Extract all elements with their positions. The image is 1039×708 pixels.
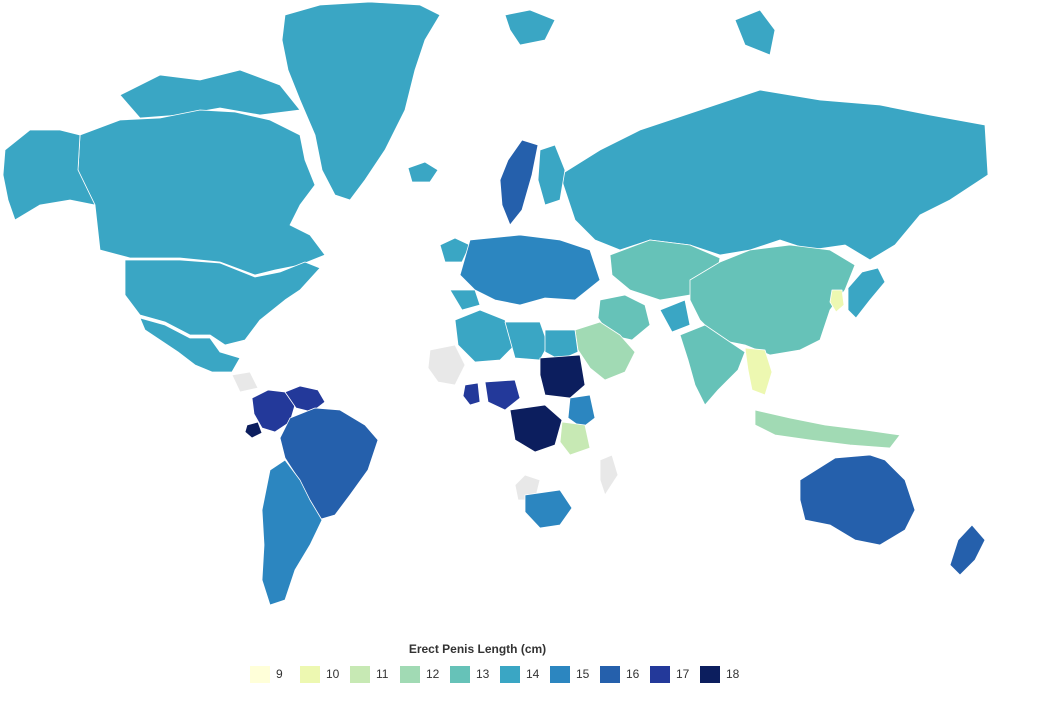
country-sudan[interactable]	[539, 354, 586, 399]
land-region	[119, 69, 301, 119]
land-region	[449, 289, 481, 311]
country-venezuela[interactable]	[284, 385, 326, 413]
country-tanzania[interactable]	[559, 421, 591, 456]
land-region	[599, 454, 619, 496]
country-south-korea[interactable]	[829, 289, 845, 313]
country-ghana[interactable]	[462, 382, 481, 406]
legend-swatch	[600, 665, 620, 683]
country-kenya[interactable]	[567, 394, 596, 429]
country-south-africa[interactable]	[524, 489, 573, 529]
country-ecuador[interactable]	[244, 421, 263, 439]
land-region	[734, 9, 776, 56]
legend-label: 15	[576, 667, 590, 681]
country-finland[interactable]	[537, 144, 566, 206]
legend-swatch	[250, 665, 270, 683]
legend-label: 12	[426, 667, 440, 681]
legend-item-18[interactable]: 18	[700, 665, 740, 683]
world-map	[2, 1, 989, 606]
country-india[interactable]	[679, 324, 746, 406]
legend-swatch	[400, 665, 420, 683]
legend-swatch	[500, 665, 520, 683]
land-region	[459, 234, 601, 306]
country-libya[interactable]	[504, 321, 549, 361]
legend-title: Erect Penis Length (cm)	[408, 642, 547, 656]
legend-swatch	[350, 665, 370, 683]
country-indonesia[interactable]	[754, 409, 901, 449]
country-cameroon[interactable]	[484, 379, 521, 411]
country-canada[interactable]	[77, 109, 326, 276]
land-region	[504, 9, 556, 46]
legend-label: 17	[676, 667, 690, 681]
land-region	[427, 344, 466, 386]
legend-label: 14	[526, 667, 540, 681]
legend-item-17[interactable]: 17	[650, 665, 690, 683]
legend-item-9[interactable]: 9	[250, 665, 290, 683]
country-japan[interactable]	[847, 267, 886, 319]
country-australia[interactable]	[799, 454, 916, 546]
legend-swatch	[300, 665, 320, 683]
legend-label: 18	[726, 667, 740, 681]
legend-swatch	[700, 665, 720, 683]
country-greenland[interactable]	[281, 1, 441, 201]
legend-item-15[interactable]: 15	[550, 665, 590, 683]
country-thailand[interactable]	[744, 347, 773, 396]
legend-label: 11	[376, 667, 389, 681]
country-iceland[interactable]	[407, 161, 439, 183]
country-united-states[interactable]	[124, 259, 321, 346]
legend-swatch	[450, 665, 470, 683]
map-legend: Erect Penis Length (cm) 9 10 11 12 13 14 15 16 1…	[0, 640, 1039, 700]
land-region	[231, 371, 259, 393]
country-alaska[interactable]	[2, 129, 96, 221]
legend-swatch	[550, 665, 570, 683]
country-argentina[interactable]	[261, 459, 323, 606]
map-canvas	[2, 1, 989, 606]
land-region	[659, 299, 691, 333]
legend-swatch	[650, 665, 670, 683]
legend-item-13[interactable]: 13	[450, 665, 490, 683]
country-dr-congo[interactable]	[509, 404, 563, 453]
legend-item-10[interactable]: 10	[300, 665, 340, 683]
legend-label: 13	[476, 667, 490, 681]
legend-label: 9	[276, 667, 283, 681]
country-new-zealand[interactable]	[949, 524, 986, 576]
country-algeria[interactable]	[454, 309, 516, 363]
legend-item-11[interactable]: 11	[350, 665, 390, 683]
country-russia[interactable]	[559, 89, 989, 261]
country-saudi-arabia[interactable]	[574, 321, 636, 381]
legend-items: 9 10 11 12 13 14 15 16 17 18	[250, 664, 750, 684]
country-sweden[interactable]	[499, 139, 539, 226]
legend-item-12[interactable]: 12	[400, 665, 440, 683]
legend-label: 10	[326, 667, 340, 681]
legend-label: 16	[626, 667, 640, 681]
legend-item-16[interactable]: 16	[600, 665, 640, 683]
country-mexico[interactable]	[139, 317, 241, 373]
legend-item-14[interactable]: 14	[500, 665, 540, 683]
